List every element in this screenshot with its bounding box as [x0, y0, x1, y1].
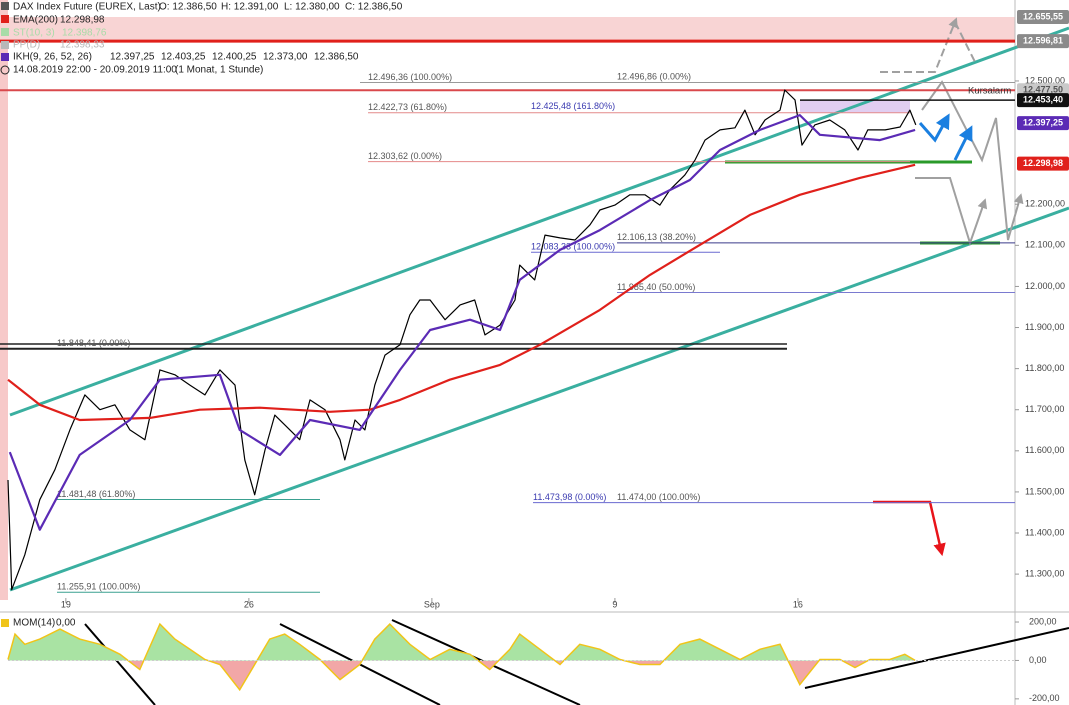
y-tick-label: 11.900,00 [1025, 322, 1064, 332]
momentum-negative-area [128, 661, 868, 690]
price-label: 12.596,81 [1023, 36, 1063, 46]
period-note: (1 Monat, 1 Stunde) [175, 65, 263, 76]
legend-value: 12.398,33 [60, 40, 105, 51]
legend-swatch [1, 15, 9, 23]
legend-value: 0,00 [56, 618, 76, 629]
ohlc-label: H: 12.391,00 [221, 2, 279, 13]
price-label: 12.397,25 [1023, 118, 1063, 128]
resistance-zone [0, 17, 1015, 41]
period-icon [0, 65, 10, 75]
legend-swatch [1, 619, 9, 627]
legend-value: 12.373,00 [263, 52, 308, 63]
price-label-box [1017, 10, 1069, 25]
y-tick-label: 0,00 [1029, 655, 1047, 665]
y-tick-label: 11.500,00 [1025, 486, 1064, 496]
legend-value: 12.386,50 [314, 52, 359, 63]
level-label: 12.083,33 (100.00%) [531, 242, 615, 252]
legend-swatch [1, 2, 9, 10]
legend-entry: MOM(14) [13, 618, 55, 629]
indicator-line [7, 163, 916, 422]
x-tick-label: 16 [793, 599, 803, 609]
momentum-positive-area [8, 624, 916, 661]
level-label: 12.496,36 (100.00%) [368, 72, 452, 82]
level-label: 12.422,73 (61.80%) [368, 102, 447, 112]
level-label: 12.106,13 (38.20%) [617, 232, 696, 242]
level-label: 11.474,00 (100.00%) [617, 492, 700, 502]
level-label: 12.303,62 (0.00%) [368, 151, 442, 161]
alarm-label: Kursalarm [968, 86, 1011, 97]
price-line [7, 89, 917, 591]
legend-value: 12.298,98 [60, 15, 105, 26]
x-tick-label: 19 [61, 599, 71, 609]
legend: DAX Index Future (EUREX, Last) O: 12.386… [0, 2, 403, 629]
price-label: 12.477,50 [1023, 85, 1063, 95]
forecast-arrow [918, 113, 950, 143]
forecast-arrow [873, 500, 946, 557]
legend-swatch [1, 28, 9, 36]
forecast-arrow [880, 17, 958, 73]
left-band [0, 0, 8, 600]
forecast-arrow [954, 21, 976, 63]
x-tick-label: 9 [612, 599, 617, 609]
y-tick-label: 200,00 [1029, 616, 1057, 626]
ohlc-label: C: 12.386,50 [345, 2, 403, 13]
price-label-box [1017, 116, 1069, 131]
level-label: 11.473,98 (0.00%) [533, 492, 606, 502]
legend-value: 12.398,76 [62, 28, 107, 39]
level-label: 11.985,40 (50.00%) [617, 282, 695, 292]
legend-entry: EMA(200) [13, 15, 58, 26]
ohlc-label: O: 12.386,50 [159, 2, 217, 13]
legend-entry: IKH(9, 26, 52, 26) [13, 52, 92, 63]
channel-line [9, 206, 1069, 592]
level-label: 12.496,86 (0.00%) [617, 72, 691, 82]
x-tick-label: 26 [244, 599, 254, 609]
channel-line [9, 26, 1069, 417]
y-tick-label: 12.000,00 [1025, 281, 1065, 291]
y-tick-label: 12.500,00 [1025, 75, 1065, 85]
price-label: 12.655,55 [1023, 11, 1063, 21]
legend-swatch [1, 41, 9, 49]
legend-value: 12.400,25 [212, 52, 257, 63]
period: 14.08.2019 22:00 - 20.09.2019 11:00 [13, 65, 177, 76]
y-tick-label: -200,00 [1029, 693, 1060, 703]
trend-line [84, 623, 156, 705]
y-tick-label: 11.700,00 [1025, 404, 1064, 414]
forecast-arrow [921, 80, 1024, 241]
momentum-line [7, 622, 916, 692]
legend-entry: PP(D) [13, 40, 40, 51]
y-tick-label: 11.400,00 [1025, 527, 1064, 537]
y-tick-label: 11.300,00 [1025, 568, 1064, 578]
indicator-line [8, 114, 916, 531]
legend-swatch [1, 53, 9, 61]
y-tick-label: 12.200,00 [1025, 199, 1065, 209]
price-label-box [1017, 34, 1069, 49]
ohlc-label: L: 12.380,00 [284, 2, 340, 13]
y-tick-label: 11.800,00 [1025, 363, 1064, 373]
x-tick-label: Sep [424, 599, 440, 609]
price-label-box [1017, 93, 1069, 108]
level-label: 12.425,48 (161.80%) [531, 101, 615, 111]
level-label: 11.255,91 (100.00%) [57, 582, 140, 592]
level-label: 11.848,41 (0.00%) [57, 338, 130, 348]
legend-value: 12.403,25 [161, 52, 206, 63]
y-tick-label: 11.600,00 [1025, 445, 1064, 455]
forecast-arrow [915, 177, 988, 247]
y-tick-label: 12.100,00 [1025, 240, 1065, 250]
forecast-arrow [953, 125, 973, 161]
price-label: 12.453,40 [1023, 94, 1063, 104]
trend-line [804, 627, 1069, 689]
price-label: 12.298,98 [1023, 158, 1063, 168]
legend-entry: ST(10, 3) [13, 28, 55, 39]
legend-value: 12.397,25 [110, 52, 155, 63]
price-label-box [1017, 156, 1069, 171]
level-label: 11.481,48 (61.80%) [57, 489, 135, 499]
legend-title: DAX Index Future (EUREX, Last) [13, 2, 161, 13]
